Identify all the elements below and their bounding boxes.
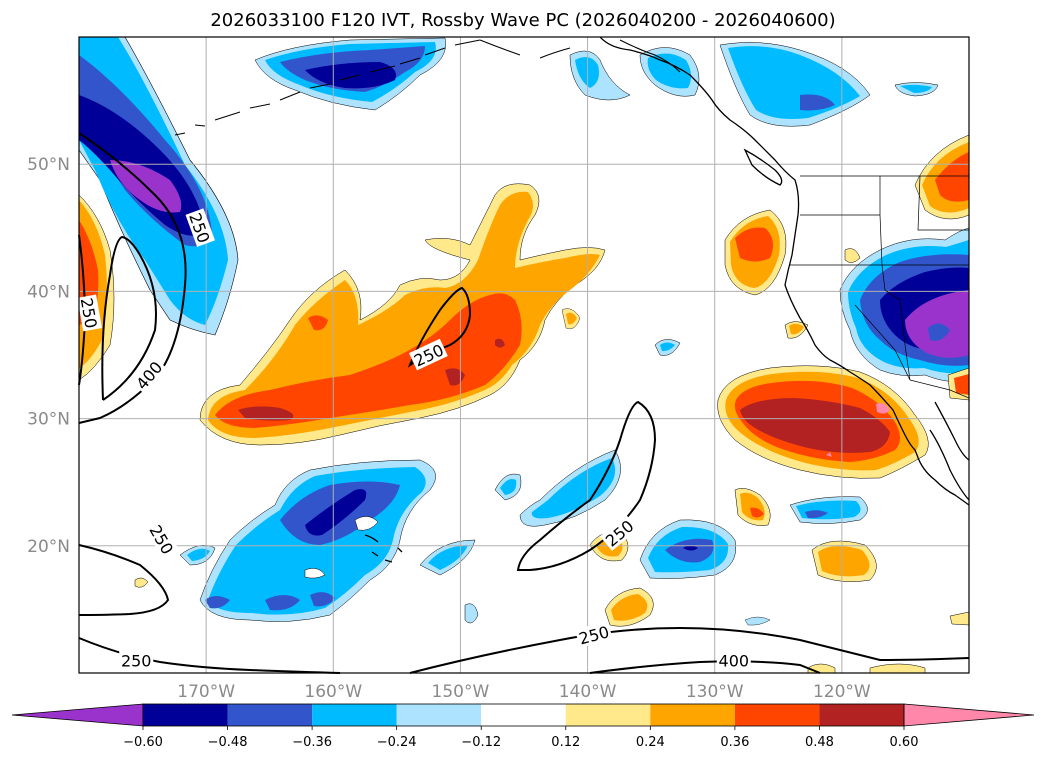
vancouver-island [743,148,783,186]
map-frame [78,36,970,674]
lat-label: 20°N [27,537,70,557]
contour-line [78,132,187,424]
north-america-coastline [599,37,969,506]
colorbar-segment [481,704,566,726]
lon-label: 150°W [432,682,490,702]
anomaly-field [79,37,969,673]
colorbar-extension-low [11,703,144,727]
lon-label: 170°W [177,682,235,702]
contour-line [78,544,170,616]
contour-label: 250 [599,514,639,551]
contour-line [589,660,821,674]
us-state-borders [790,175,969,399]
colorbar-segment [819,704,904,726]
colorbar-segment [312,704,397,726]
contour-label-halo [409,338,448,371]
contour-label-text: 400 [719,651,750,670]
colorbar: −0.60 −0.48 −0.36 −0.24 −0.12 0.12 0.24 0.36 0.4… [11,703,1035,750]
contour-label-halo [77,294,102,332]
contour-label-halo [716,650,751,670]
colorbar-tick-label: −0.24 [377,735,417,750]
map-area [79,37,969,673]
lon-label: 120°W [813,682,871,702]
contour-label-text: 250 [121,651,152,670]
colorbar-tick-label: −0.60 [123,735,163,750]
lon-label: 130°W [686,682,744,702]
lon-label: 140°W [559,682,617,702]
colorbar-tick-label: −0.12 [461,735,501,750]
colorbar-tick-label: 0.60 [890,735,919,750]
political-borders [790,175,969,399]
contour-line [516,400,657,571]
contour-line [409,626,970,674]
contour-label: 250 [574,620,613,648]
aleutian-islands [174,39,481,136]
contour-label: 400 [716,650,751,670]
contour-label-halo [185,208,215,247]
colorbar-extension-high [903,703,1035,727]
longitude-labels: 170°W 160°W 150°W 140°W 130°W 120°W [177,682,871,702]
contour-label-halo [119,650,154,670]
lat-label: 40°N [27,282,70,302]
contour-label: 250 [119,650,154,670]
colorbar-outline [142,703,905,727]
colorbar-segment [734,704,820,726]
colorbar-tick-label: 0.48 [805,735,834,750]
contour-label: 250 [77,294,102,332]
colorbar-segment [565,704,651,726]
baja-gulf-coast [934,401,969,461]
colorbar-segment [396,704,482,726]
hawaii [364,534,403,563]
contour-line [407,286,472,368]
figure-title: 2026033100 F120 IVT, Rossby Wave PC (202… [210,10,835,31]
contour-label-halo [574,620,613,648]
gridlines [79,37,969,673]
contour-label-halo [130,355,167,395]
lat-label: 50°N [27,155,70,175]
colorbar-tick-label: −0.48 [208,735,248,750]
contour-line [101,235,157,401]
lat-label: 30°N [27,410,70,430]
colorbar-tick-label: 0.24 [636,735,665,750]
coastlines [174,37,969,563]
colorbar-segment [650,704,735,726]
colorbar-tick-label: −0.36 [292,735,332,750]
lon-label: 160°W [304,682,362,702]
mexico-coast [929,429,969,501]
colorbar-tick-label: 0.36 [720,735,749,750]
contour-label-halo [599,514,639,551]
colorbar-segment [227,704,313,726]
latitude-labels: 20°N 30°N 40°N 50°N [27,155,70,557]
contour-label-halo [145,519,179,559]
alaska-coast [479,39,681,73]
colorbar-segment [143,704,228,726]
colorbar-tick-label: 0.12 [551,735,580,750]
